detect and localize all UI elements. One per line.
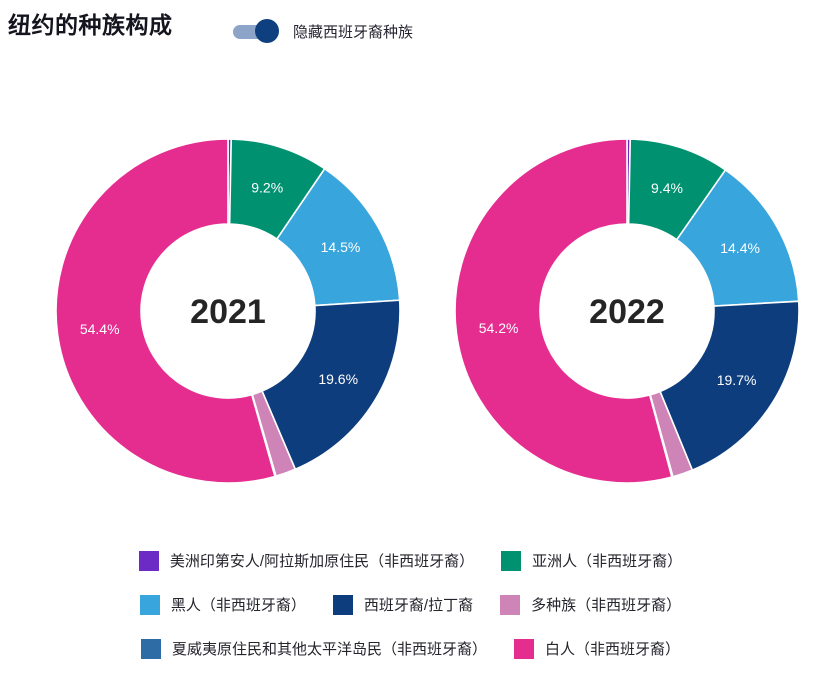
donut-slice-hispanic-latino[interactable] [658,300,800,472]
legend-swatch-icon [514,638,534,659]
legend-item-multiracial[interactable]: 多种族（非西班牙裔） [500,594,681,615]
legend-row: 美洲印第安人/阿拉斯加原住民（非西班牙裔） 亚洲人（非西班牙裔） [138,550,682,571]
legend-swatch-icon [332,594,353,615]
toggle-label: 隐藏西班牙裔种族 [293,23,414,41]
donut-slice-white[interactable] [55,138,276,484]
slice-data-label: 19.7% [717,372,757,388]
donut-chart-2021: 9.2% 14.5% 19.6% 54.4% 2021 [48,131,408,491]
donut-chart-area: 9.2% 14.5% 19.6% 54.4% 2021 9.4% 14.4% 19.7% 54… [48,131,807,491]
legend-item-black[interactable]: 黑人（非西班牙裔） [139,594,306,615]
donut-center-year-label: 2022 [589,293,665,331]
legend-item-label: 黑人（非西班牙裔） [170,597,306,614]
legend-swatch-icon [140,638,161,659]
legend-row: 夏威夷原住民和其他太平洋岛民（非西班牙裔） 白人（非西班牙裔） [140,638,680,659]
slice-data-label: 54.2% [479,320,519,336]
slice-data-label: 9.4% [651,180,683,196]
legend-swatch-icon [138,550,159,571]
legend-item-label: 白人（非西班牙裔） [545,641,681,658]
legend-item-label: 美洲印第安人/阿拉斯加原住民（非西班牙裔） [169,553,475,570]
legend-item-asian[interactable]: 亚洲人（非西班牙裔） [501,550,682,571]
donut-chart-2022: 9.4% 14.4% 19.7% 54.2% 2022 [447,131,807,491]
chart-legend: 美洲印第安人/阿拉斯加原住民（非西班牙裔） 亚洲人（非西班牙裔） 黑人（非西班牙裔）… [0,550,821,659]
hide-hispanic-toggle[interactable] [233,18,281,44]
slice-data-label: 9.2% [251,180,283,196]
legend-swatch-icon [139,594,160,615]
donut-center-year-label: 2021 [190,293,266,331]
legend-swatch-icon [500,594,521,615]
donut-slice-hispanic-latino[interactable] [261,299,401,471]
legend-item-label: 亚洲人（非西班牙裔） [532,553,683,570]
legend-item-label: 多种族（非西班牙裔） [531,597,682,614]
legend-item-label: 夏威夷原住民和其他太平洋岛民（非西班牙裔） [171,641,487,658]
slice-data-label: 14.5% [321,239,361,255]
legend-swatch-icon [501,550,522,571]
slice-data-label: 54.4% [80,321,120,337]
legend-item-label: 西班牙裔/拉丁裔 [363,597,474,614]
donut-slice-white[interactable] [454,138,673,484]
slice-data-label: 19.6% [318,371,358,387]
legend-item-american-indian-alaska-native[interactable]: 美洲印第安人/阿拉斯加原住民（非西班牙裔） [138,550,475,571]
legend-item-native-hawaiian-pacific-islander[interactable]: 夏威夷原住民和其他太平洋岛民（非西班牙裔） [140,638,487,659]
slice-data-label: 14.4% [720,240,760,256]
page-title: 纽约的种族构成 [8,12,173,38]
legend-item-hispanic-latino[interactable]: 西班牙裔/拉丁裔 [332,594,474,615]
hide-hispanic-toggle-group: 隐藏西班牙裔种族 [233,18,413,44]
legend-row: 黑人（非西班牙裔） 西班牙裔/拉丁裔 多种族（非西班牙裔） [139,594,681,615]
toggle-knob-icon [255,19,279,43]
legend-item-white[interactable]: 白人（非西班牙裔） [514,638,680,659]
